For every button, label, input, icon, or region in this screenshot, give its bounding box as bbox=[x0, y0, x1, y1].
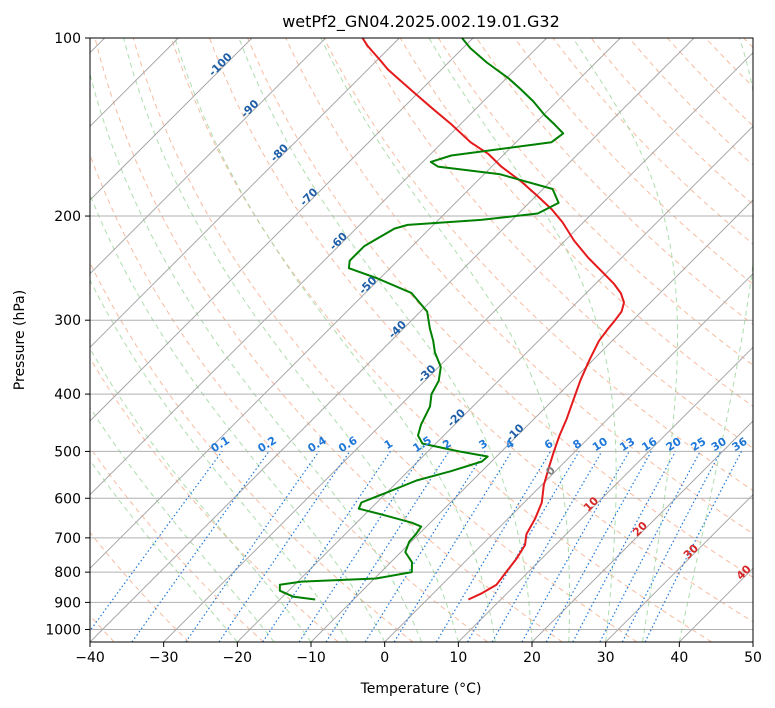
isotherm-line bbox=[90, 38, 253, 201]
x-axis-label: Temperature (°C) bbox=[360, 681, 482, 697]
isotherm-line bbox=[236, 125, 753, 642]
isotherm-line bbox=[310, 199, 753, 642]
moist-adiabat-line bbox=[90, 406, 275, 642]
dry-adiabat-line bbox=[94, 38, 563, 642]
dry-adiabat-line bbox=[399, 38, 753, 408]
isotherm-line bbox=[163, 51, 753, 642]
moist-adiabat-line bbox=[90, 278, 349, 642]
dry-adiabat-line bbox=[247, 38, 753, 578]
x-tick-label: 40 bbox=[670, 650, 688, 666]
x-tick-label: −20 bbox=[223, 650, 253, 666]
y-tick-label: 500 bbox=[54, 444, 81, 460]
moist-adiabat-line bbox=[90, 193, 386, 642]
isotherm-line bbox=[90, 38, 621, 570]
mixing-ratio-lines bbox=[90, 451, 743, 642]
x-tick-label: −30 bbox=[149, 650, 179, 666]
moist-adiabat-line bbox=[90, 72, 422, 642]
y-axis-ticks: 100 200 300 400 500 600 700 800 900 1000 bbox=[45, 31, 90, 638]
moist-adiabat-line bbox=[174, 38, 496, 642]
moist-adiabat-line bbox=[123, 38, 459, 642]
y-tick-label: 1000 bbox=[45, 622, 81, 638]
isotherm-line bbox=[90, 38, 327, 275]
temperature-profile-line bbox=[361, 38, 625, 601]
mixing-ratio-line bbox=[325, 451, 450, 642]
moist-adiabat-line bbox=[90, 347, 312, 642]
y-tick-label: 900 bbox=[54, 595, 81, 611]
moist-adiabat-line bbox=[90, 459, 238, 642]
moist-adiabat-line bbox=[320, 38, 570, 642]
dry-adiabat-line bbox=[90, 153, 488, 642]
mixing-ratio-line bbox=[393, 451, 513, 642]
dry-adiabat-line bbox=[132, 38, 638, 642]
y-tick-label: 400 bbox=[54, 387, 81, 403]
mixing-ratio-line bbox=[572, 451, 677, 642]
isotherm-line bbox=[90, 38, 400, 349]
dry-adiabat-line bbox=[170, 38, 712, 642]
mixing-ratio-line bbox=[545, 451, 652, 642]
dry-adiabat-line bbox=[209, 38, 753, 623]
dry-adiabat-line bbox=[514, 38, 753, 285]
mixing-ratio-line bbox=[298, 451, 425, 642]
isotherm-line bbox=[605, 493, 753, 642]
mixing-ratio-line bbox=[262, 451, 391, 642]
isotherm-line bbox=[90, 38, 548, 496]
mixing-ratio-line bbox=[218, 451, 351, 642]
isotherm-line bbox=[531, 420, 753, 642]
plot-frame bbox=[89, 37, 754, 643]
x-tick-label: 0 bbox=[380, 650, 389, 666]
x-tick-label: 50 bbox=[744, 650, 762, 666]
dewpoint-profile-line bbox=[278, 38, 565, 601]
y-tick-label: 600 bbox=[54, 491, 81, 507]
x-tick-label: −10 bbox=[296, 650, 326, 666]
plot-area: -100-90-80-70-60-50-40-30-20-10010203040… bbox=[90, 38, 753, 642]
moist-adiabat-line bbox=[238, 38, 533, 642]
moist-adiabat-line bbox=[572, 38, 678, 642]
y-tick-label: 800 bbox=[54, 565, 81, 581]
mixing-ratio-line bbox=[621, 451, 722, 642]
profile-series bbox=[278, 38, 625, 601]
x-axis-ticks: −40 −30 −20 −10 0 10 20 30 40 50 bbox=[75, 642, 762, 666]
mixing-ratio-line bbox=[521, 451, 630, 642]
x-tick-label: −40 bbox=[75, 650, 105, 666]
isotherm-line bbox=[384, 272, 753, 642]
isotherm-line bbox=[90, 38, 474, 422]
isotherms bbox=[90, 38, 753, 642]
x-tick-label: 10 bbox=[449, 650, 467, 666]
y-tick-label: 200 bbox=[54, 209, 81, 225]
x-tick-label: 20 bbox=[523, 650, 541, 666]
pressure-gridlines bbox=[90, 38, 753, 630]
mixing-ratio-line bbox=[131, 451, 270, 642]
dry-adiabat-line bbox=[90, 531, 190, 642]
dry-adiabat-line bbox=[90, 446, 264, 642]
y-tick-label: 700 bbox=[54, 531, 81, 547]
y-tick-label: 300 bbox=[54, 313, 81, 329]
isotherm-line bbox=[457, 346, 753, 642]
x-tick-label: 30 bbox=[597, 650, 615, 666]
mixing-ratio-line bbox=[185, 451, 320, 642]
mixing-ratio-line bbox=[90, 451, 223, 632]
moist-adiabat-line bbox=[428, 38, 617, 642]
moist-adiabats bbox=[90, 38, 753, 642]
mixing-ratio-line bbox=[644, 451, 743, 642]
isotherm-line bbox=[90, 38, 695, 642]
y-tick-label: 100 bbox=[54, 31, 81, 47]
chart-title: wetPf2_GN04.2025.002.19.01.G32 bbox=[282, 12, 560, 32]
y-axis-label: Pressure (hPa) bbox=[12, 290, 28, 390]
dry-adiabat-line bbox=[90, 357, 339, 642]
